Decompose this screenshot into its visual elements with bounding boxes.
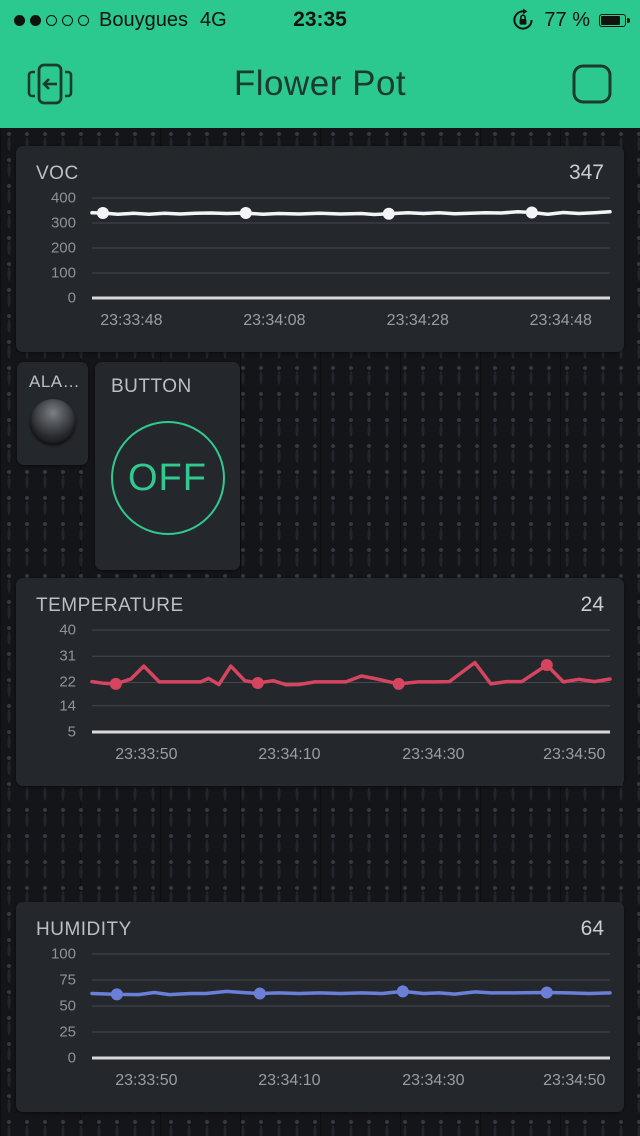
x-tick-label: 23:34:10 bbox=[258, 1072, 321, 1089]
y-tick-label: 0 bbox=[67, 1049, 76, 1067]
x-tick-label: 23:34:28 bbox=[386, 312, 449, 329]
battery-percent-label: 77 % bbox=[544, 8, 590, 31]
y-tick-label: 14 bbox=[59, 697, 76, 715]
exit-project-icon bbox=[27, 63, 73, 105]
humidity-y-axis-labels: 100 75 50 25 0 bbox=[36, 946, 82, 1067]
voc-y-axis-labels: 400 300 200 100 0 bbox=[36, 190, 82, 307]
x-tick-label: 23:33:50 bbox=[115, 1072, 178, 1089]
signal-dot bbox=[14, 14, 25, 26]
temperature-widget-title: TEMPERATURE bbox=[36, 595, 184, 616]
y-tick-label: 0 bbox=[67, 289, 76, 307]
humidity-current-value: 64 bbox=[580, 917, 604, 940]
stop-project-button[interactable] bbox=[564, 40, 620, 128]
x-tick-label: 23:34:48 bbox=[529, 312, 592, 329]
y-tick-label: 50 bbox=[59, 997, 76, 1015]
dashboard-grid: VOC 347 400 300 200 100 0 23:33:48 23:34:08 23… bbox=[0, 128, 640, 1136]
humidity-x-axis-labels: 23:33:50 23:34:10 23:34:30 23:34:50 bbox=[92, 1072, 610, 1090]
off-toggle-button[interactable]: OFF bbox=[110, 421, 225, 536]
signal-dot bbox=[62, 14, 73, 26]
carrier-label: Bouygues bbox=[99, 8, 188, 31]
y-tick-label: 400 bbox=[50, 189, 76, 207]
x-tick-label: 23:34:08 bbox=[243, 312, 306, 329]
temperature-chart-plot bbox=[90, 629, 612, 734]
humidity-chart-widget[interactable]: HUMIDITY 64 100 75 50 25 0 23:33:50 23:34:10 2… bbox=[16, 902, 624, 1112]
voc-chart: 400 300 200 100 0 23:33:48 23:34:08 23:34:28 23… bbox=[36, 190, 612, 342]
battery-icon bbox=[599, 13, 630, 27]
status-clock: 23:35 bbox=[293, 8, 347, 31]
humidity-chart: 100 75 50 25 0 23:33:50 23:34:10 23:34:30 23:34… bbox=[36, 946, 612, 1102]
x-tick-label: 23:34:50 bbox=[543, 1072, 606, 1089]
y-tick-label: 75 bbox=[59, 971, 76, 989]
voc-widget-title: VOC bbox=[36, 163, 79, 184]
network-type-label: 4G bbox=[199, 8, 227, 31]
y-tick-label: 300 bbox=[50, 214, 76, 232]
signal-dot bbox=[78, 14, 89, 26]
exit-project-button[interactable] bbox=[18, 40, 82, 128]
temperature-current-value: 24 bbox=[580, 593, 604, 616]
y-tick-label: 5 bbox=[67, 723, 76, 741]
temperature-x-axis-labels: 23:33:50 23:34:10 23:34:30 23:34:50 bbox=[92, 746, 610, 764]
temperature-chart-widget[interactable]: TEMPERATURE 24 40 31 22 14 5 23:33:50 23:34:1… bbox=[16, 578, 624, 786]
voc-x-axis-labels: 23:33:48 23:34:08 23:34:28 23:34:48 bbox=[92, 312, 610, 330]
y-tick-label: 25 bbox=[59, 1023, 76, 1041]
temperature-y-axis-labels: 40 31 22 14 5 bbox=[36, 622, 82, 741]
button-widget-title: BUTTON bbox=[111, 376, 192, 397]
x-tick-label: 23:33:50 bbox=[115, 746, 178, 763]
page-title: Flower Pot bbox=[233, 64, 407, 103]
x-tick-label: 23:34:30 bbox=[402, 1072, 465, 1089]
button-widget: BUTTON OFF bbox=[95, 362, 240, 570]
x-tick-label: 23:34:50 bbox=[543, 746, 606, 763]
voc-chart-widget[interactable]: VOC 347 400 300 200 100 0 23:33:48 23:34:08 23… bbox=[16, 146, 624, 352]
y-tick-label: 31 bbox=[59, 647, 76, 665]
voc-chart-plot bbox=[90, 197, 612, 300]
y-tick-label: 100 bbox=[50, 945, 76, 963]
signal-strength-icon bbox=[14, 14, 89, 26]
alarm-widget-title: ALA… bbox=[29, 372, 81, 391]
y-tick-label: 22 bbox=[59, 673, 76, 691]
chart-svg bbox=[90, 197, 612, 300]
temperature-chart: 40 31 22 14 5 23:33:50 23:34:10 23:34:30 23:34:… bbox=[36, 622, 612, 776]
top-green-bar: Bouygues 4G 23:35 77 % Flower Pot bbox=[0, 0, 640, 128]
y-tick-label: 200 bbox=[50, 239, 76, 257]
signal-dot bbox=[30, 14, 41, 26]
chart-svg bbox=[90, 629, 612, 734]
chart-svg bbox=[90, 953, 612, 1060]
stop-square-icon bbox=[572, 64, 612, 104]
voc-current-value: 347 bbox=[568, 161, 604, 184]
signal-dot bbox=[46, 14, 57, 26]
x-tick-label: 23:34:10 bbox=[258, 746, 321, 763]
x-tick-label: 23:33:48 bbox=[100, 312, 163, 329]
y-tick-label: 40 bbox=[59, 621, 76, 639]
y-tick-label: 100 bbox=[50, 264, 76, 282]
humidity-widget-title: HUMIDITY bbox=[36, 919, 132, 940]
humidity-chart-plot bbox=[90, 953, 612, 1060]
alarm-led-indicator bbox=[29, 398, 76, 445]
x-tick-label: 23:34:30 bbox=[402, 746, 465, 763]
orientation-lock-icon bbox=[513, 8, 534, 30]
alarm-led-widget: ALA… bbox=[17, 362, 88, 465]
app-header: Flower Pot bbox=[0, 40, 640, 128]
status-bar: Bouygues 4G 23:35 77 % bbox=[0, 0, 640, 40]
